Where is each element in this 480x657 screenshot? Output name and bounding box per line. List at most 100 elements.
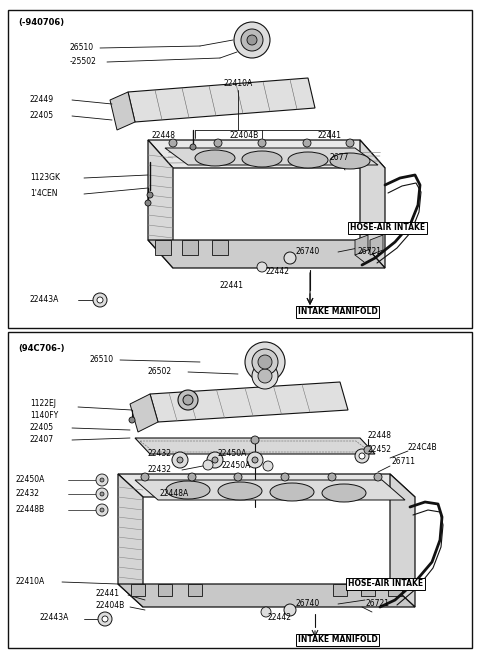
Polygon shape xyxy=(135,480,405,500)
Circle shape xyxy=(247,452,263,468)
Polygon shape xyxy=(135,438,375,454)
Polygon shape xyxy=(118,474,143,607)
Text: 22448B: 22448B xyxy=(15,505,44,514)
Text: 22443A: 22443A xyxy=(40,614,70,622)
Text: -25502: -25502 xyxy=(70,58,97,66)
Circle shape xyxy=(214,139,222,147)
Polygon shape xyxy=(355,235,368,255)
Polygon shape xyxy=(370,235,383,255)
Polygon shape xyxy=(110,92,135,130)
Text: 22432: 22432 xyxy=(15,489,39,499)
Text: 26721: 26721 xyxy=(358,248,382,256)
Text: 22449: 22449 xyxy=(30,95,54,104)
Polygon shape xyxy=(131,584,145,596)
Text: 22450A: 22450A xyxy=(218,449,247,459)
Circle shape xyxy=(355,449,369,463)
Polygon shape xyxy=(165,148,378,165)
Text: 22443A: 22443A xyxy=(30,296,60,304)
Circle shape xyxy=(188,473,196,481)
Circle shape xyxy=(247,35,257,45)
Polygon shape xyxy=(148,240,385,268)
Text: 26502: 26502 xyxy=(148,367,172,376)
Circle shape xyxy=(97,297,103,303)
Circle shape xyxy=(234,473,242,481)
Circle shape xyxy=(245,342,285,382)
Circle shape xyxy=(328,473,336,481)
Text: 26510: 26510 xyxy=(90,355,114,365)
Text: 1122EJ: 1122EJ xyxy=(30,399,56,409)
Polygon shape xyxy=(155,240,171,255)
Text: 22405: 22405 xyxy=(30,424,54,432)
Text: HOSE-AIR INTAKE: HOSE-AIR INTAKE xyxy=(350,223,425,233)
Circle shape xyxy=(183,395,193,405)
Circle shape xyxy=(129,417,135,423)
Text: 22407: 22407 xyxy=(30,436,54,445)
Polygon shape xyxy=(148,140,385,168)
Circle shape xyxy=(203,460,213,470)
Circle shape xyxy=(102,616,108,622)
Circle shape xyxy=(96,504,108,516)
Text: (94C706-): (94C706-) xyxy=(18,344,64,353)
Text: 22448: 22448 xyxy=(368,430,392,440)
Polygon shape xyxy=(182,240,198,255)
Circle shape xyxy=(346,139,354,147)
Polygon shape xyxy=(130,394,158,432)
Ellipse shape xyxy=(195,150,235,166)
Text: 26721: 26721 xyxy=(365,599,389,608)
Polygon shape xyxy=(390,474,415,607)
Text: 22441: 22441 xyxy=(318,131,342,139)
Circle shape xyxy=(172,452,188,468)
Text: 22448A: 22448A xyxy=(160,489,189,499)
Circle shape xyxy=(303,139,311,147)
Polygon shape xyxy=(118,584,415,607)
Circle shape xyxy=(178,390,198,410)
Text: 22441: 22441 xyxy=(95,589,119,599)
Polygon shape xyxy=(128,78,315,122)
Circle shape xyxy=(141,473,149,481)
Polygon shape xyxy=(212,240,228,255)
Circle shape xyxy=(252,363,278,389)
Ellipse shape xyxy=(330,153,370,169)
Circle shape xyxy=(258,139,266,147)
Circle shape xyxy=(281,473,289,481)
Circle shape xyxy=(258,355,272,369)
Polygon shape xyxy=(333,584,347,596)
Text: 26740: 26740 xyxy=(295,599,319,608)
Text: 22442: 22442 xyxy=(268,612,292,622)
Bar xyxy=(8,10,472,328)
Polygon shape xyxy=(188,584,202,596)
Circle shape xyxy=(169,139,177,147)
Text: 26711: 26711 xyxy=(392,457,416,466)
Text: 1'4CEN: 1'4CEN xyxy=(30,189,58,198)
Circle shape xyxy=(359,453,365,459)
Ellipse shape xyxy=(270,483,314,501)
Text: 22410A: 22410A xyxy=(15,578,44,587)
Ellipse shape xyxy=(288,152,328,168)
Text: 1140FY: 1140FY xyxy=(30,411,58,420)
Text: 224C4B: 224C4B xyxy=(408,443,438,451)
Polygon shape xyxy=(118,474,415,497)
Polygon shape xyxy=(148,140,173,268)
Ellipse shape xyxy=(218,482,262,500)
Circle shape xyxy=(257,262,267,272)
Text: 2677: 2677 xyxy=(330,154,349,162)
Text: INTAKE MANIFOLD: INTAKE MANIFOLD xyxy=(298,307,378,317)
Circle shape xyxy=(258,369,272,383)
Circle shape xyxy=(96,488,108,500)
Text: 22432: 22432 xyxy=(148,466,172,474)
Polygon shape xyxy=(361,584,375,596)
Circle shape xyxy=(100,508,104,512)
Text: 22442: 22442 xyxy=(265,267,289,277)
Text: 1123GK: 1123GK xyxy=(30,173,60,183)
Text: INTAKE MANIFOLD: INTAKE MANIFOLD xyxy=(298,635,378,645)
Circle shape xyxy=(147,192,153,198)
Text: 26740: 26740 xyxy=(295,248,319,256)
Circle shape xyxy=(98,612,112,626)
Ellipse shape xyxy=(322,484,366,502)
Circle shape xyxy=(284,252,296,264)
Circle shape xyxy=(190,144,196,150)
Bar xyxy=(8,332,472,648)
Text: 22441: 22441 xyxy=(220,281,244,290)
Text: 22448: 22448 xyxy=(152,131,176,139)
Text: 22452: 22452 xyxy=(368,445,392,455)
